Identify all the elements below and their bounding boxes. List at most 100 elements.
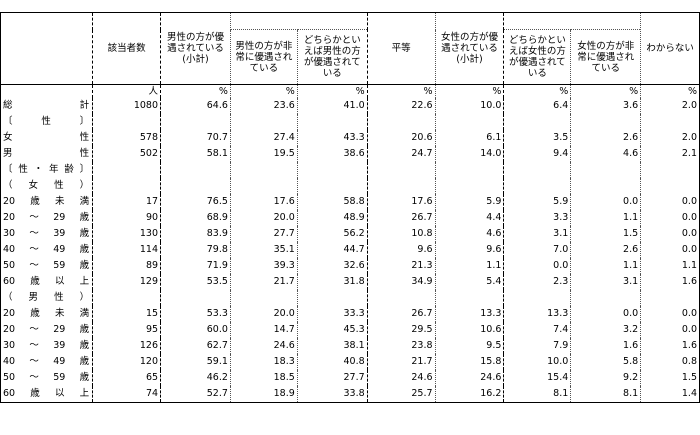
value-cell: 39.3 <box>229 258 298 274</box>
row-label-part: 歳 <box>79 244 90 255</box>
value-cell: 24.6 <box>229 338 298 354</box>
unit-cell: % <box>640 84 700 98</box>
unit-cell: % <box>160 84 231 98</box>
unit-cell: 人 <box>92 84 161 98</box>
row-label-part: ～ <box>29 356 39 367</box>
value-cell: 52.7 <box>160 386 231 403</box>
value-cell: 31.8 <box>296 274 368 290</box>
value-cell: 7.9 <box>503 338 571 354</box>
row-label: 40 ～ 49 歳 <box>1 354 93 370</box>
row-label-part: 〕 <box>79 164 90 175</box>
table-row: 40 ～ 49 歳 114 79.8 35.1 44.7 9.6 9.6 7.0 2.6 0.0 <box>1 242 700 258</box>
value-cell: 40.8 <box>296 354 368 370</box>
value-cell: 4.6 <box>434 226 504 242</box>
value-cell: 22.6 <box>366 98 436 114</box>
row-label-part: 性 <box>54 292 64 303</box>
value-cell: 33.3 <box>296 306 368 322</box>
row-label-parts: 男性 <box>3 146 90 162</box>
value-cell: 76.5 <box>160 194 231 210</box>
row-label-part: 49 <box>53 244 66 255</box>
row-label-part: 性 <box>79 132 90 143</box>
row-label-part: 歳 <box>79 324 90 335</box>
row-label-parts: 50 ～ 59 歳 <box>3 370 90 386</box>
row-label-part: 齢 <box>64 164 74 175</box>
value-cell: 90 <box>92 210 161 226</box>
row-label-part: 歳 <box>30 388 40 399</box>
value-cell <box>366 290 436 306</box>
table-row: 20 ～ 29 歳 90 68.9 20.0 48.9 26.7 4.4 3.3 1.1 0.0 <box>1 210 700 226</box>
row-label-part: ） <box>79 180 90 191</box>
value-cell <box>434 290 504 306</box>
row-label-part: ～ <box>29 228 39 239</box>
table-row: 20 歳未満 15 53.3 20.0 33.3 26.7 13.3 13.3 0.0 0.0 <box>1 306 700 322</box>
value-cell <box>434 114 504 130</box>
value-cell: 48.9 <box>296 210 368 226</box>
unit-cell: % <box>434 84 504 98</box>
unit-cell: % <box>366 84 436 98</box>
value-cell: 7.0 <box>503 242 571 258</box>
value-cell: 1.5 <box>570 226 641 242</box>
value-cell: 74 <box>92 386 161 403</box>
value-cell <box>570 290 641 306</box>
value-cell: 32.6 <box>296 258 368 274</box>
value-cell: 58.8 <box>296 194 368 210</box>
value-cell: 10.8 <box>366 226 436 242</box>
value-cell: 6.1 <box>434 130 504 146</box>
value-cell: 34.9 <box>366 274 436 290</box>
value-cell: 3.3 <box>503 210 571 226</box>
row-label-part: 歳 <box>79 212 90 223</box>
value-cell: 14.7 <box>229 322 298 338</box>
row-label-part: 40 <box>3 244 16 255</box>
row-label-part: 男 <box>3 148 13 159</box>
value-cell: 58.1 <box>160 146 231 162</box>
value-cell: 1.1 <box>570 258 641 274</box>
value-cell <box>229 290 298 306</box>
row-label-part: 〔 <box>3 164 13 175</box>
value-cell: 24.6 <box>366 370 436 386</box>
row-label-part: ～ <box>29 244 39 255</box>
row-label: （ 女 性 ） <box>1 178 93 194</box>
row-label: 20 歳 未 満 <box>1 306 93 322</box>
value-cell: 23.8 <box>366 338 436 354</box>
value-cell: 18.9 <box>229 386 298 403</box>
value-cell: 0.0 <box>640 210 700 226</box>
value-cell: 126 <box>92 338 161 354</box>
value-cell: 0.0 <box>640 242 700 258</box>
value-cell <box>296 162 368 178</box>
value-cell: 2.0 <box>640 98 700 114</box>
row-label-part: 満 <box>79 196 90 207</box>
value-cell: 120 <box>92 354 161 370</box>
row-label-part: 女 <box>3 132 13 143</box>
table-row: 50 ～ 59 歳 65 46.2 18.5 27.7 24.6 24.6 15.4 9.2 1.5 <box>1 370 700 386</box>
value-cell <box>296 290 368 306</box>
table-row: 〔 性 〕 <box>1 114 700 130</box>
value-cell: 17 <box>92 194 161 210</box>
table-row: 30 ～ 39 歳 130 83.9 27.7 56.2 10.8 4.6 3.1 1.5 0.0 <box>1 226 700 242</box>
value-cell: 3.1 <box>570 274 641 290</box>
row-label-part: ～ <box>29 212 39 223</box>
value-cell: 0.8 <box>640 354 700 370</box>
value-cell: 0.0 <box>640 226 700 242</box>
value-cell: 20.0 <box>229 306 298 322</box>
row-label-parts: 40 ～ 49 歳 <box>3 354 90 370</box>
row-label-part: 歳 <box>30 276 40 287</box>
value-cell <box>366 114 436 130</box>
row-label-parts: 60 歳 以 上 <box>3 386 90 402</box>
value-cell <box>366 178 436 194</box>
value-cell: 20.0 <box>229 210 298 226</box>
row-label-part: 性 <box>54 180 64 191</box>
row-label-part: 60 <box>3 276 16 287</box>
row-label-parts: 40 ～ 49 歳 <box>3 242 90 258</box>
row-label-part: 20 <box>3 324 16 335</box>
value-cell: 83.9 <box>160 226 231 242</box>
row-label: 〔 性 〕 <box>1 114 93 130</box>
value-cell: 0.0 <box>570 194 641 210</box>
value-cell: 33.8 <box>296 386 368 403</box>
row-label: 30 ～ 39 歳 <box>1 338 93 354</box>
row-label-part: 年 <box>48 164 59 175</box>
row-label-part: 50 <box>3 372 16 383</box>
value-cell: 16.2 <box>434 386 504 403</box>
row-label-part: 20 <box>3 196 16 207</box>
row-label: 女性 <box>1 130 93 146</box>
table-row: 30 ～ 39 歳 126 62.7 24.6 38.1 23.8 9.5 7.9 1.6 1.6 <box>1 338 700 354</box>
